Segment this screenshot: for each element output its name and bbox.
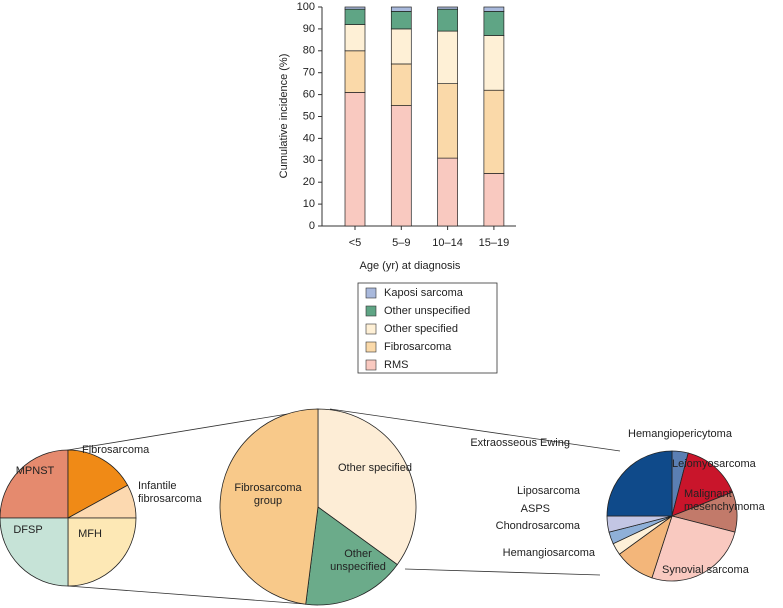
pie-slice: [317, 408, 417, 566]
legend-swatch: [365, 287, 377, 299]
legend-label: RMS: [384, 359, 408, 371]
x-tick-label: 5–9: [392, 237, 410, 249]
y-tick-label: 0: [309, 220, 315, 232]
bar-segment: [390, 105, 412, 227]
pie-slice: [305, 506, 398, 606]
slice-label: MPNST: [15, 465, 55, 477]
slice-label: Infantile fibrosarcoma: [138, 480, 202, 505]
legend-swatch: [365, 359, 377, 371]
slice-label: Extraosseous Ewing: [470, 437, 570, 449]
slice-label: MFH: [78, 528, 102, 540]
slice-label: Leiomyosarcoma: [672, 458, 756, 470]
bar-segment: [344, 24, 366, 52]
slice-label: Other specified: [338, 462, 412, 474]
slice-label: Synovial sarcoma: [662, 564, 749, 576]
legend-swatch: [365, 305, 377, 317]
zoom-line: [329, 408, 621, 452]
y-tick-label: 70: [303, 67, 315, 79]
zoom-line: [67, 585, 319, 606]
bar-segment: [390, 6, 412, 12]
pie-slice: [671, 452, 733, 517]
y-tick-label: 80: [303, 45, 315, 57]
legend-swatch: [365, 341, 377, 353]
x-axis-title: Age (yr) at diagnosis: [360, 260, 461, 272]
pie-slice: [67, 449, 129, 519]
y-tick-label: 40: [303, 132, 315, 144]
pie-slice: [219, 408, 319, 605]
slice-label: Other unspecified: [330, 548, 386, 573]
pie-slice: [0, 517, 69, 587]
y-tick-label: 10: [303, 198, 315, 210]
zoom-line: [67, 408, 319, 451]
bar-segment: [483, 11, 505, 36]
slice-label: Fibrosarcoma group: [234, 482, 302, 507]
slice-label: Malignant mesenchymoma: [684, 488, 765, 513]
legend-label: Kaposi sarcoma: [384, 287, 464, 299]
bar-segment: [390, 11, 412, 30]
bar-segment: [390, 28, 412, 65]
slice-label: DFSP: [13, 524, 43, 536]
pie-slice: [67, 517, 137, 587]
pie-slice: [0, 449, 69, 519]
bar-segment: [344, 50, 366, 93]
bar-segment: [344, 6, 366, 10]
bar-segment: [437, 83, 458, 159]
slice-label: Chondrosarcoma: [495, 520, 580, 532]
bar-segment: [390, 63, 412, 106]
zoom-line: [404, 568, 601, 576]
legend-box: [357, 282, 498, 374]
y-tick-label: 30: [303, 154, 315, 166]
bar-segment: [437, 30, 458, 85]
bar-segment: [437, 8, 458, 32]
legend-label: Fibrosarcoma: [384, 341, 452, 353]
bar-segment: [437, 157, 458, 227]
x-tick-label: <5: [349, 237, 362, 249]
slice-label: Fibrosarcoma: [82, 444, 150, 456]
slice-label: ASPS: [520, 503, 550, 515]
bar-segment: [344, 8, 366, 25]
slice-label: Hemangiosarcoma: [502, 547, 595, 559]
pie-slice: [606, 450, 673, 517]
bar-segment: [483, 6, 505, 12]
zoom-lines: [67, 408, 621, 606]
bar-segment: [483, 35, 505, 91]
slice-label: Hemangiopericytoma: [628, 428, 732, 440]
bar-segment: [344, 92, 366, 227]
legend-swatch: [365, 323, 377, 335]
y-tick-label: 100: [297, 1, 315, 13]
bar-segment: [437, 6, 458, 10]
legend-label: Other unspecified: [384, 305, 470, 317]
bar-segment: [483, 89, 505, 174]
pie-slice: [651, 515, 736, 582]
legend-label: Other specified: [384, 323, 458, 335]
bar-segment: [483, 173, 505, 227]
x-tick-label: 10–14: [432, 237, 463, 249]
y-tick-label: 90: [303, 23, 315, 35]
x-tick-label: 15–19: [479, 237, 510, 249]
slice-label: Liposarcoma: [517, 485, 580, 497]
y-tick-label: 50: [303, 110, 315, 122]
y-tick-label: 60: [303, 89, 315, 101]
y-axis-title: Cumulative incidence (%): [278, 54, 290, 179]
y-tick-label: 20: [303, 176, 315, 188]
